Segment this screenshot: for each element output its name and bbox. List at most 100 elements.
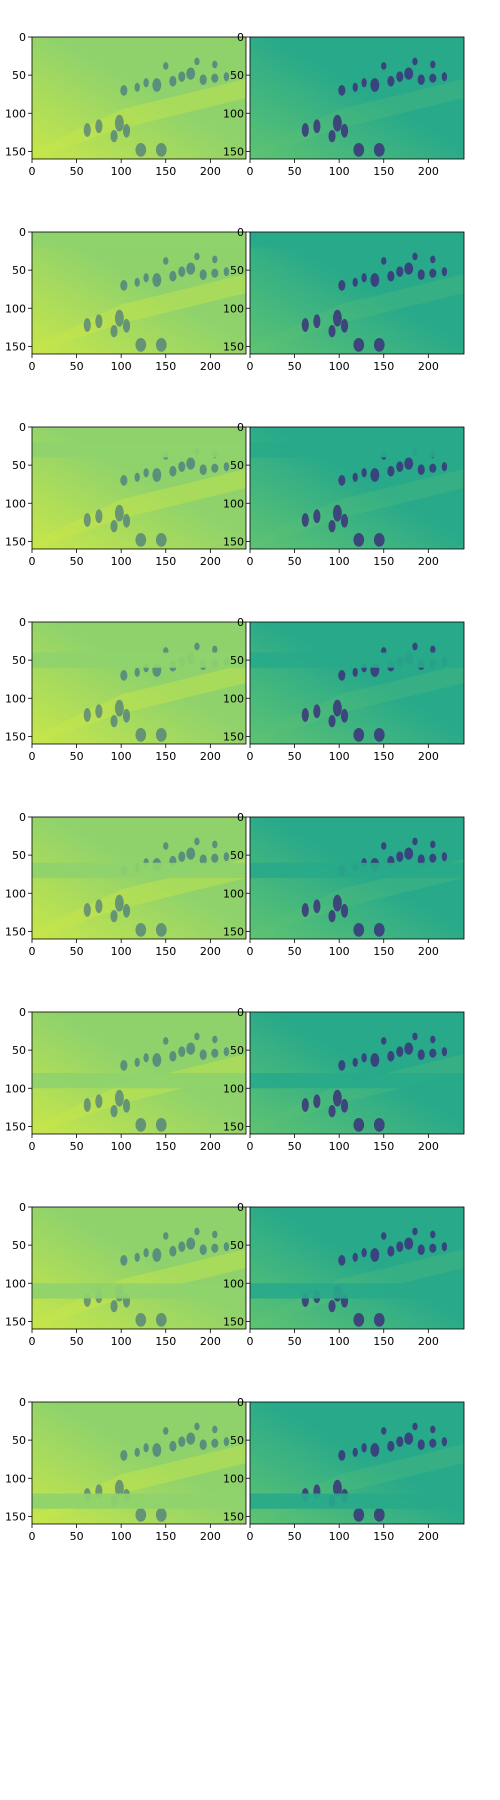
axes-frame xyxy=(31,1011,247,1135)
figure-blob xyxy=(223,462,230,472)
figure-blob xyxy=(169,270,177,282)
figure-blob xyxy=(186,457,196,470)
figure-blob xyxy=(199,1244,207,1256)
y-tick-label: 100 xyxy=(223,1472,244,1485)
figure-blob xyxy=(152,1443,162,1457)
figure-blob xyxy=(430,1230,436,1239)
y-tick-label: 150 xyxy=(223,1510,244,1523)
x-tick-label: 0 xyxy=(247,945,254,958)
image-panel-r5-c2: 0 50 100 150 200 0 50 100 150 xyxy=(223,811,465,958)
figure-blob xyxy=(338,1450,346,1461)
figure-blob xyxy=(332,894,342,912)
figure-blob xyxy=(143,468,149,478)
figure-blob xyxy=(417,1439,425,1451)
x-tick-label: 0 xyxy=(247,165,254,178)
figure-blob xyxy=(338,1255,346,1266)
x-tick-label: 100 xyxy=(111,1335,132,1348)
figure-blob xyxy=(155,1507,167,1522)
x-tick-label: 200 xyxy=(200,945,221,958)
figure-blob xyxy=(373,337,385,352)
figure-blob xyxy=(110,520,118,533)
y-tick-label: 50 xyxy=(12,459,26,472)
axes-frame xyxy=(249,1401,465,1525)
figure-blob xyxy=(135,1507,147,1522)
figure-blob xyxy=(353,1507,365,1522)
figure-blob xyxy=(135,1117,147,1132)
figure-blob xyxy=(114,699,124,717)
figure-blob xyxy=(353,532,365,547)
occlusion-band xyxy=(250,1283,464,1299)
figure-blob xyxy=(186,67,196,80)
figure-blob xyxy=(381,1037,387,1045)
y-tick-label: 100 xyxy=(5,1082,26,1095)
x-tick-label: 50 xyxy=(288,165,302,178)
figure-blob xyxy=(178,266,186,277)
figure-blob xyxy=(186,1237,196,1250)
x-tick-label: 100 xyxy=(329,750,350,763)
figure-blob xyxy=(163,1037,169,1045)
x-tick-label: 50 xyxy=(70,750,84,763)
figure-blob xyxy=(135,142,147,157)
image-panel-r1-c2: 0 50 100 150 200 0 50 100 150 xyxy=(223,31,465,178)
figure-blob xyxy=(212,1035,218,1044)
figure-blob xyxy=(211,1438,219,1448)
x-tick-label: 50 xyxy=(70,555,84,568)
x-tick-label: 0 xyxy=(29,555,36,568)
axes-frame xyxy=(249,1011,465,1135)
figure-blob xyxy=(223,267,230,277)
figure-blob xyxy=(313,314,321,329)
figure-blob xyxy=(373,142,385,157)
figure-blob xyxy=(301,708,309,722)
figure-blob xyxy=(143,1248,149,1258)
figure-blob xyxy=(404,67,414,80)
x-tick-label: 0 xyxy=(29,360,36,373)
figure-blob xyxy=(83,123,91,137)
figure-blob xyxy=(134,667,140,677)
y-tick-label: 50 xyxy=(12,849,26,862)
figure-blob xyxy=(353,922,365,937)
figure-blob xyxy=(301,123,309,137)
figure-blob xyxy=(114,309,124,327)
y-tick-label: 150 xyxy=(223,1120,244,1133)
figure-blob xyxy=(122,708,131,723)
figure-blob xyxy=(194,642,200,651)
y-tick-label: 100 xyxy=(223,107,244,120)
x-tick-label: 200 xyxy=(418,1335,439,1348)
figure-blob xyxy=(114,504,124,522)
figure-blob xyxy=(83,708,91,722)
figure-blob xyxy=(373,1312,385,1327)
figure-blob xyxy=(186,847,196,860)
figure-blob xyxy=(301,903,309,917)
figure-blob xyxy=(199,854,207,866)
figure-blob xyxy=(332,114,342,132)
occlusion-band xyxy=(250,232,464,248)
y-tick-label: 150 xyxy=(223,1315,244,1328)
y-tick-label: 150 xyxy=(5,145,26,158)
figure-blob xyxy=(110,910,118,923)
figure-blob xyxy=(223,1242,230,1252)
figure-blob xyxy=(135,727,147,742)
figure-blob xyxy=(223,852,230,862)
y-tick-label: 0 xyxy=(237,226,244,239)
x-tick-label: 100 xyxy=(111,165,132,178)
figure-blob xyxy=(441,462,448,472)
figure-blob xyxy=(387,270,395,282)
figure-blob xyxy=(194,837,200,846)
x-tick-label: 150 xyxy=(373,555,394,568)
y-tick-label: 150 xyxy=(223,145,244,158)
figure-blob xyxy=(430,840,436,849)
figure-blob xyxy=(328,520,336,533)
occlusion-band xyxy=(250,1073,464,1089)
figure-blob xyxy=(301,513,309,527)
figure-blob xyxy=(212,255,218,264)
ground-band xyxy=(32,858,246,939)
y-tick-label: 0 xyxy=(19,1201,26,1214)
figure-blob xyxy=(95,1094,103,1109)
figure-blob xyxy=(338,670,346,681)
x-tick-label: 50 xyxy=(288,360,302,373)
figure-blob xyxy=(95,704,103,719)
figure-blob xyxy=(417,1049,425,1061)
figure-blob xyxy=(186,1042,196,1055)
